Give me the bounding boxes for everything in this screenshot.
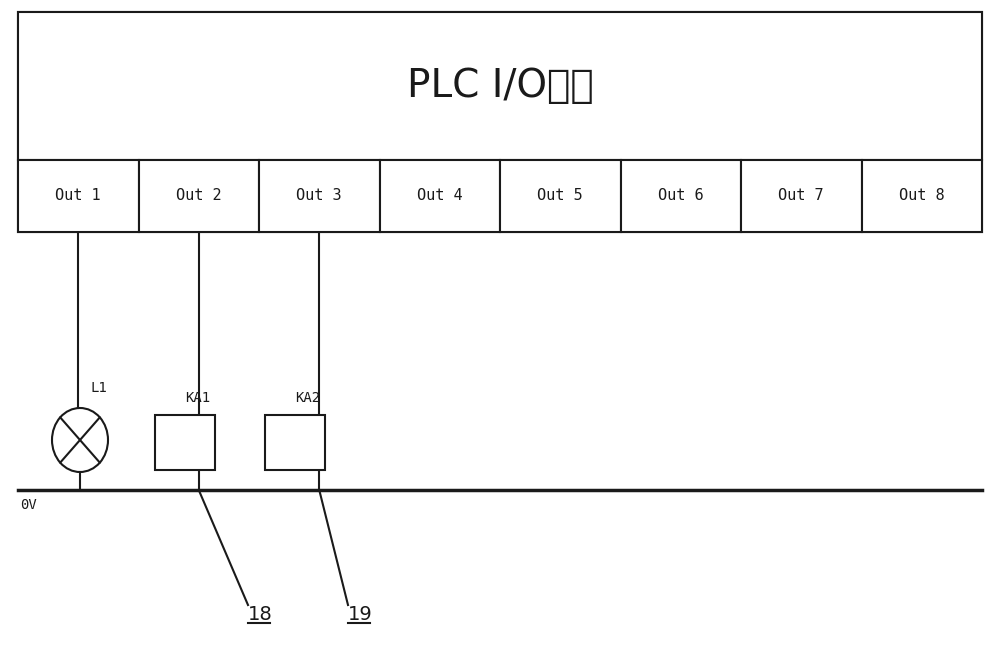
Text: 18: 18	[248, 605, 273, 624]
Bar	[138, 160, 259, 232]
Bar	[18, 160, 138, 232]
Text: 19: 19	[348, 605, 373, 624]
Text: Out 5: Out 5	[537, 189, 583, 204]
Bar	[265, 415, 325, 470]
Bar	[620, 160, 741, 232]
Bar	[155, 415, 215, 470]
Text: Out 8: Out 8	[899, 189, 945, 204]
Text: Out 1: Out 1	[55, 189, 101, 204]
Text: Out 7: Out 7	[778, 189, 824, 204]
Text: Out 2: Out 2	[176, 189, 222, 204]
Bar	[862, 160, 982, 232]
Text: 0V: 0V	[20, 498, 37, 512]
Text: PLC I/O接口: PLC I/O接口	[407, 67, 593, 105]
Bar	[741, 160, 862, 232]
Text: L1: L1	[90, 381, 107, 395]
Bar	[18, 12, 982, 232]
Text: KA2: KA2	[295, 391, 320, 405]
Bar	[259, 160, 380, 232]
Text: KA1: KA1	[185, 391, 210, 405]
Text: Out 3: Out 3	[296, 189, 342, 204]
Bar	[500, 160, 620, 232]
Text: Out 6: Out 6	[658, 189, 704, 204]
Text: Out 4: Out 4	[417, 189, 463, 204]
Bar	[380, 160, 500, 232]
Bar	[18, 12, 982, 160]
